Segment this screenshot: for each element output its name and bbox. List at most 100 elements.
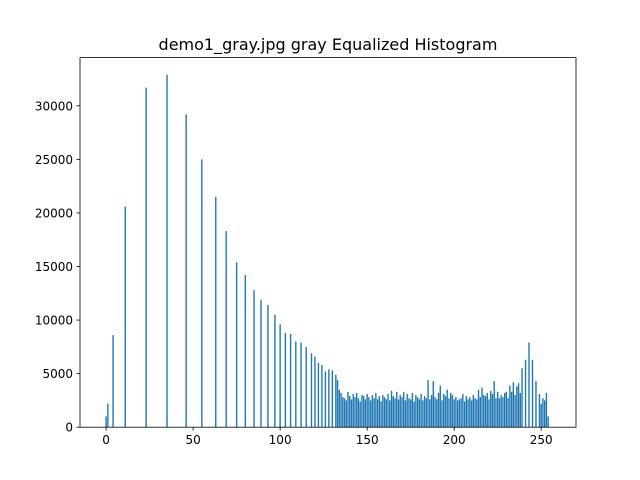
histogram-bar bbox=[420, 393, 422, 428]
histogram-bar bbox=[399, 395, 401, 428]
histogram-bar bbox=[509, 385, 511, 428]
histogram-bar bbox=[378, 396, 381, 428]
histogram-bar bbox=[538, 393, 541, 428]
histogram-bar bbox=[495, 398, 497, 428]
histogram-bar bbox=[401, 397, 403, 428]
histogram-bar bbox=[436, 399, 438, 428]
histogram-bar bbox=[476, 399, 478, 428]
histogram-bar bbox=[409, 399, 412, 428]
histogram-bar bbox=[289, 334, 292, 428]
x-tick-label: 150 bbox=[356, 433, 379, 447]
histogram-bar bbox=[462, 393, 464, 428]
x-tick-label: 50 bbox=[185, 433, 200, 447]
histogram-bar bbox=[124, 206, 126, 428]
histogram-bar bbox=[284, 332, 287, 428]
histogram-bar bbox=[408, 398, 410, 428]
histogram-bar bbox=[416, 397, 419, 428]
histogram-bar bbox=[385, 399, 387, 428]
histogram-bar bbox=[253, 290, 255, 428]
histogram-bar bbox=[350, 399, 353, 428]
histogram-bar bbox=[479, 397, 481, 428]
chart-title: demo1_gray.jpg gray Equalized Histogram bbox=[159, 35, 498, 55]
histogram-bar bbox=[483, 395, 485, 428]
y-tick-label: 0 bbox=[65, 421, 73, 435]
histogram-bar bbox=[373, 398, 375, 428]
histogram-bar bbox=[505, 391, 508, 428]
histogram-bar bbox=[338, 389, 341, 428]
histogram-bar bbox=[467, 399, 469, 428]
histogram-bar bbox=[503, 392, 506, 428]
histogram-bar bbox=[376, 399, 379, 428]
histogram-bar bbox=[512, 382, 515, 428]
bar-group bbox=[105, 74, 549, 428]
x-tick-label: 0 bbox=[102, 433, 110, 447]
histogram-bar bbox=[166, 74, 168, 428]
histogram-bar bbox=[215, 196, 217, 428]
histogram-bar bbox=[521, 368, 523, 428]
histogram-bar bbox=[145, 87, 147, 428]
histogram-bar bbox=[349, 396, 351, 428]
histogram-bar bbox=[540, 403, 542, 428]
histogram-bar bbox=[444, 396, 447, 428]
histogram-bar bbox=[305, 346, 307, 428]
y-tick-label: 25000 bbox=[35, 153, 73, 167]
histogram-bar bbox=[336, 380, 339, 428]
y-tick-label: 20000 bbox=[35, 206, 73, 220]
histogram-bar bbox=[260, 299, 262, 428]
y-tick-label: 15000 bbox=[35, 260, 73, 274]
histogram-bar bbox=[225, 231, 227, 428]
histogram-bar bbox=[112, 335, 114, 428]
histogram-bar bbox=[356, 392, 358, 428]
histogram-bar bbox=[357, 398, 360, 428]
histogram-bar bbox=[185, 114, 187, 428]
histogram-bar bbox=[455, 397, 457, 428]
histogram-bar bbox=[331, 370, 334, 428]
histogram-bar bbox=[347, 391, 349, 428]
histogram-bar bbox=[380, 401, 382, 428]
histogram-bar bbox=[105, 416, 107, 428]
histogram-bar bbox=[516, 386, 518, 428]
histogram-bar bbox=[317, 362, 320, 428]
histogram-bar bbox=[450, 392, 452, 428]
histogram-bar bbox=[430, 395, 433, 428]
histogram-bar bbox=[366, 393, 368, 428]
histogram-bar bbox=[364, 399, 367, 428]
histogram-bar bbox=[443, 393, 445, 428]
histogram-bar bbox=[496, 391, 499, 428]
histogram-bar bbox=[493, 381, 495, 428]
histogram-bar bbox=[481, 387, 483, 428]
x-axis-ticks: 0 50 100 150 200 250 bbox=[102, 427, 553, 447]
histogram-bar bbox=[507, 398, 509, 428]
x-tick-label: 100 bbox=[269, 433, 292, 447]
histogram-bar bbox=[335, 374, 337, 428]
histogram-bar bbox=[491, 393, 494, 428]
histogram-bar bbox=[354, 397, 356, 428]
histogram-bar bbox=[441, 400, 443, 428]
histogram-bar bbox=[472, 395, 475, 428]
histogram-bar bbox=[359, 401, 361, 428]
histogram-bar bbox=[300, 342, 302, 428]
histogram-bar bbox=[362, 396, 365, 428]
axes-frame bbox=[79, 57, 577, 428]
histogram-bar bbox=[434, 397, 436, 428]
histogram-bar bbox=[498, 398, 501, 428]
histogram-bar bbox=[321, 365, 323, 428]
histogram-bar bbox=[448, 398, 450, 428]
histogram-bar bbox=[514, 395, 516, 428]
histogram-bar bbox=[432, 381, 434, 428]
y-tick-label: 5000 bbox=[42, 367, 73, 381]
histogram-bar bbox=[439, 385, 441, 428]
histogram-bar bbox=[279, 324, 281, 428]
histogram-bar bbox=[342, 397, 344, 428]
histogram-bar bbox=[201, 159, 203, 428]
histogram-bar bbox=[403, 391, 405, 428]
histogram-bar bbox=[413, 401, 415, 428]
histogram-bar bbox=[415, 395, 417, 428]
histogram-bar bbox=[343, 398, 346, 428]
histogram-bar bbox=[460, 398, 462, 428]
y-tick-label: 10000 bbox=[35, 314, 73, 328]
y-tick-label: 30000 bbox=[35, 99, 73, 113]
